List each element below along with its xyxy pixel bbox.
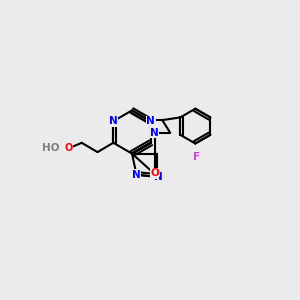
Text: F: F <box>193 152 200 162</box>
Text: N: N <box>150 128 159 138</box>
Text: HO: HO <box>42 143 59 153</box>
Text: N: N <box>154 172 162 182</box>
Text: O: O <box>64 143 73 153</box>
Text: N: N <box>146 116 155 126</box>
Text: O: O <box>150 168 159 178</box>
Text: N: N <box>132 170 141 180</box>
Text: N: N <box>109 116 118 126</box>
